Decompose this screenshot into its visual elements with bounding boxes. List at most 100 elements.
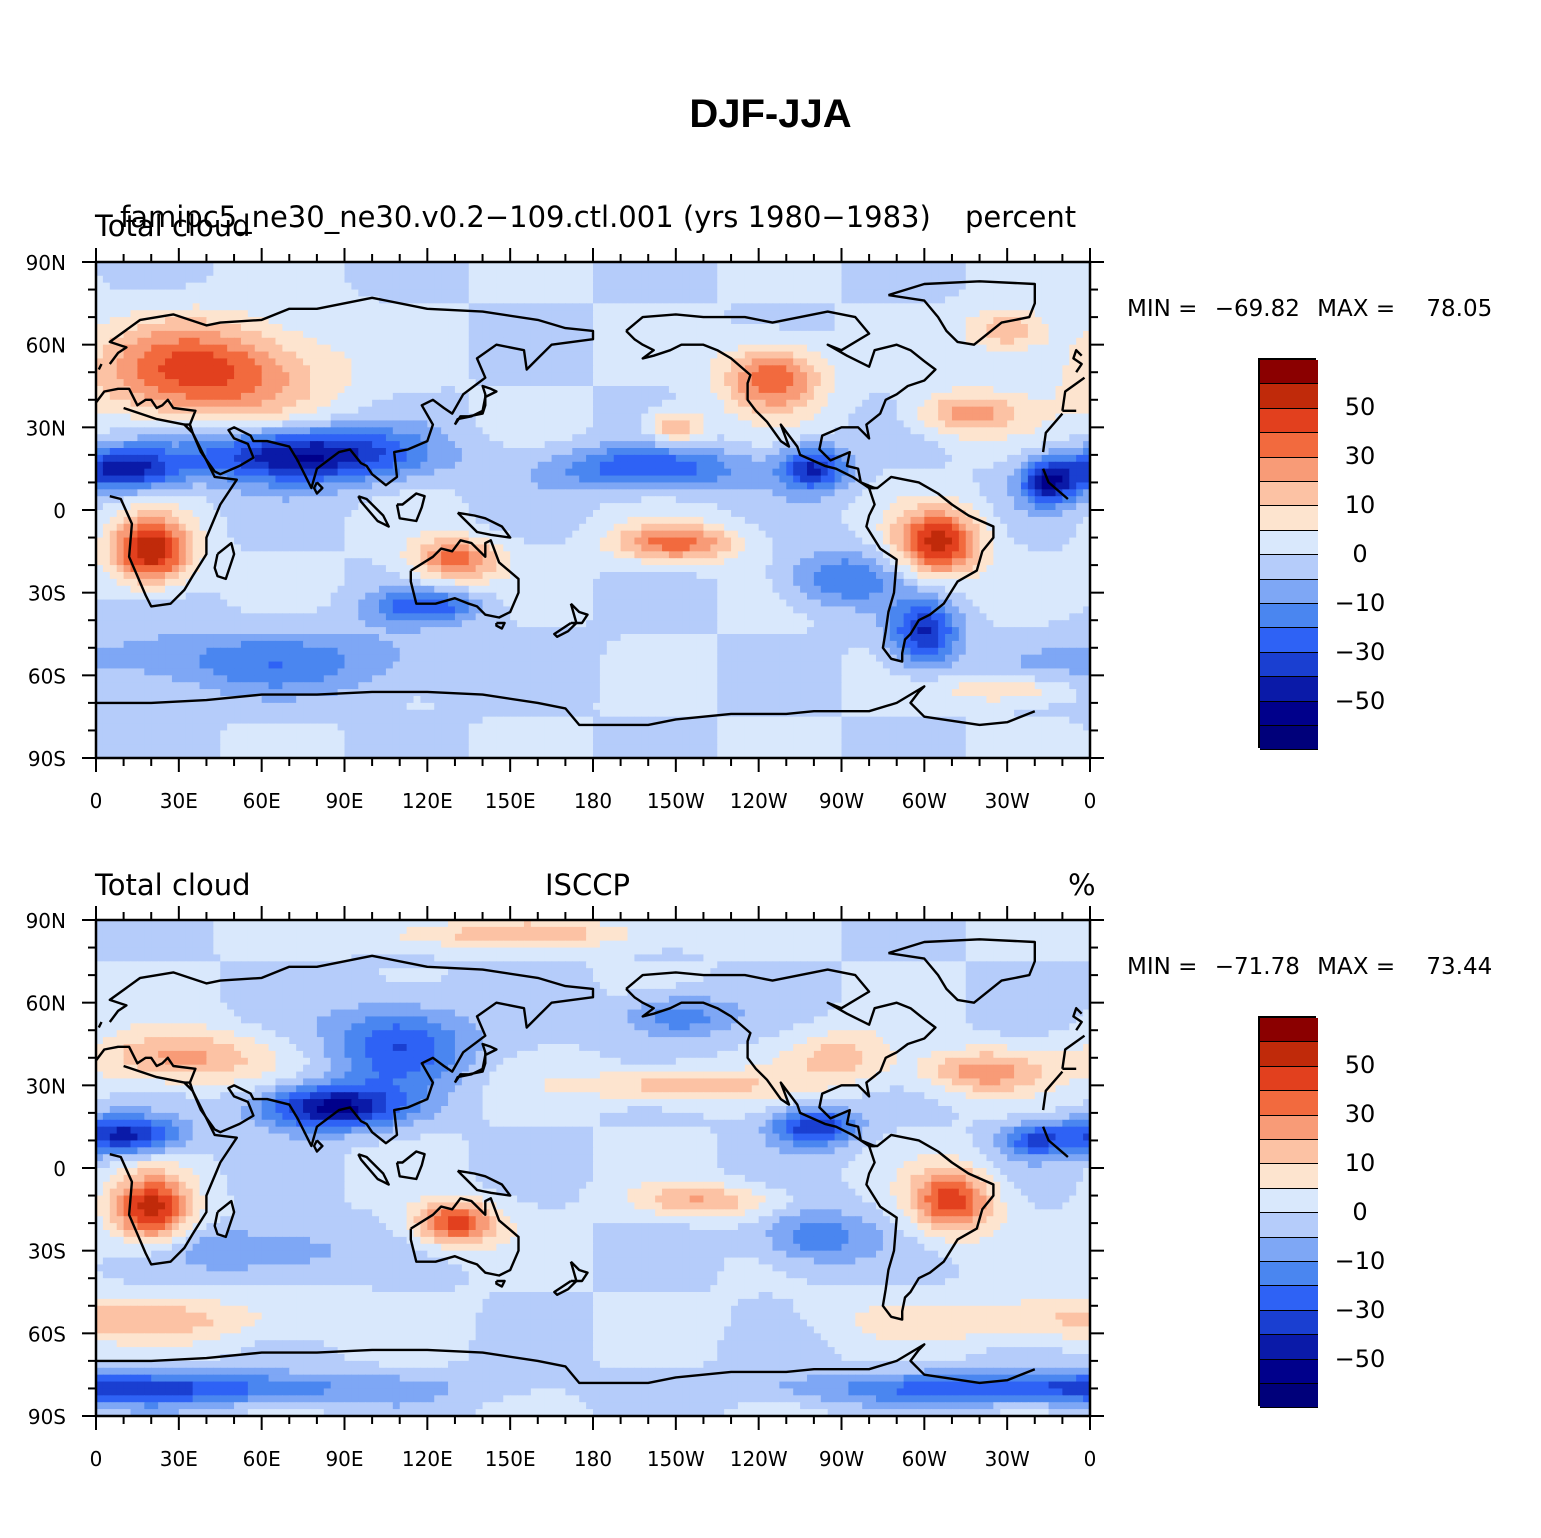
- field-cell: [972, 434, 981, 442]
- field-cell: [586, 310, 594, 318]
- field-cell: [668, 489, 677, 497]
- field-cell: [813, 324, 822, 332]
- field-cell: [234, 392, 242, 401]
- field-cell: [882, 441, 891, 449]
- field-cell: [261, 324, 270, 332]
- field-cell: [261, 358, 270, 366]
- field-cell: [323, 489, 332, 497]
- field-cell: [289, 489, 297, 497]
- field-cell: [668, 303, 677, 311]
- field-cell: [330, 413, 339, 422]
- field-cell: [102, 454, 111, 463]
- field-cell: [1076, 489, 1084, 497]
- field-cell: [903, 468, 912, 477]
- field-cell: [489, 282, 497, 291]
- field-cell: [379, 434, 387, 442]
- field-cell: [917, 441, 925, 449]
- field-cell: [717, 399, 725, 408]
- field-cell: [572, 399, 580, 408]
- field-cell: [655, 454, 663, 463]
- field-cell: [668, 392, 677, 401]
- field-cell: [724, 496, 732, 504]
- field-cell: [682, 448, 691, 456]
- field-cell: [247, 427, 256, 435]
- field-cell: [565, 392, 573, 401]
- field-cell: [1083, 379, 1090, 387]
- field-cell: [330, 427, 339, 435]
- field-cell: [862, 365, 870, 373]
- field-cell: [234, 337, 242, 346]
- field-cell: [1007, 386, 1015, 394]
- field-cell: [510, 441, 518, 449]
- field-cell: [786, 420, 794, 428]
- field-cell: [606, 379, 615, 387]
- field-cell: [675, 441, 684, 449]
- field-cell: [275, 337, 283, 346]
- field-cell: [662, 496, 670, 504]
- field-cell: [1062, 434, 1070, 442]
- field-cell: [820, 386, 829, 394]
- field-cell: [468, 392, 477, 401]
- field-cell: [482, 289, 491, 298]
- field-cell: [903, 427, 912, 435]
- field-cell: [800, 358, 808, 366]
- field-cell: [620, 330, 629, 339]
- field-cell: [441, 392, 449, 401]
- field-cell: [1062, 351, 1070, 360]
- field-cell: [634, 275, 642, 284]
- field-cell: [406, 496, 415, 504]
- field-cell: [924, 344, 932, 353]
- field-cell: [178, 496, 187, 504]
- field-cell: [620, 324, 629, 332]
- field-cell: [454, 454, 463, 463]
- field-cell: [454, 379, 463, 387]
- field-cell: [337, 337, 346, 346]
- field-cell: [662, 358, 670, 366]
- field-cell: [144, 420, 152, 428]
- field-cell: [793, 454, 801, 463]
- field-cell: [392, 420, 401, 428]
- field-cell: [586, 392, 594, 401]
- field-cell: [289, 268, 297, 277]
- field-cell: [593, 468, 601, 477]
- field-cell: [385, 282, 394, 291]
- field-cell: [717, 317, 725, 325]
- field-cell: [96, 461, 104, 470]
- field-cell: [558, 475, 566, 484]
- field-cell: [710, 441, 718, 449]
- field-cell: [482, 496, 491, 504]
- field-cell: [510, 351, 518, 360]
- field-cell: [696, 392, 705, 401]
- field-cell: [1069, 441, 1077, 449]
- field-cell: [765, 344, 774, 353]
- field-cell: [240, 337, 249, 346]
- field-cell: [240, 386, 249, 394]
- field-cell: [199, 330, 208, 339]
- field-cell: [199, 386, 208, 394]
- field-cell: [634, 489, 642, 497]
- field-cell: [813, 448, 822, 456]
- field-cell: [924, 399, 932, 408]
- field-cell: [737, 337, 746, 346]
- field-cell: [261, 351, 270, 360]
- field-cell: [330, 379, 339, 387]
- field-cell: [896, 420, 905, 428]
- field-cell: [951, 275, 960, 284]
- field-cell: [1007, 330, 1015, 339]
- field-cell: [523, 386, 532, 394]
- field-cell: [496, 372, 504, 380]
- field-cell: [309, 351, 318, 360]
- field-cell: [827, 372, 836, 380]
- field-cell: [613, 282, 622, 291]
- field-cell: [841, 372, 849, 380]
- field-cell: [192, 420, 201, 428]
- field-cell: [765, 268, 774, 277]
- field-cell: [938, 262, 946, 270]
- field-cell: [385, 392, 394, 401]
- field-cell: [537, 372, 546, 380]
- field-cell: [1014, 413, 1022, 422]
- field-cell: [869, 268, 877, 277]
- field-cell: [731, 454, 739, 463]
- field-cell: [606, 337, 615, 346]
- field-cell: [938, 461, 946, 470]
